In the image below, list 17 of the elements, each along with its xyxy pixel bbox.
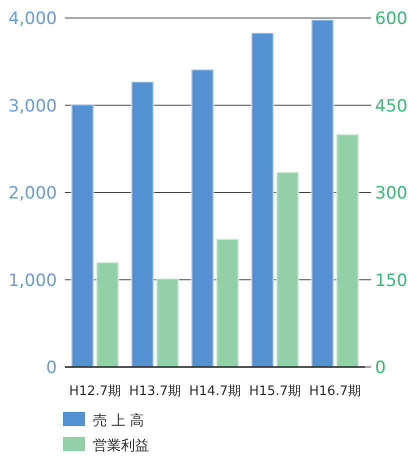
legend-label: 売 上 高: [93, 413, 144, 429]
y2-tick-label: 300: [375, 184, 408, 204]
x-tick-label: H15.7期: [249, 384, 301, 399]
x-tick-label: H16.7期: [309, 384, 361, 399]
y2-tick-label: 450: [375, 96, 408, 116]
x-tick-label: H14.7期: [189, 384, 241, 399]
y-tick-label: 3,000: [8, 96, 57, 116]
y-tick-label: 2,000: [8, 184, 57, 204]
x-tick-label: H12.7期: [69, 384, 121, 399]
y-tick-label: 1,000: [8, 270, 57, 291]
y-tick-label: 4,000: [8, 9, 57, 29]
y2-tick-label: 0: [375, 358, 386, 378]
legend-label: 営業利益: [93, 438, 149, 454]
y2-tick-label: 150: [375, 270, 408, 291]
y2-tick-label: 600: [375, 9, 408, 29]
x-tick-label: H13.7期: [129, 384, 181, 399]
y-tick-label: 0: [46, 358, 57, 378]
